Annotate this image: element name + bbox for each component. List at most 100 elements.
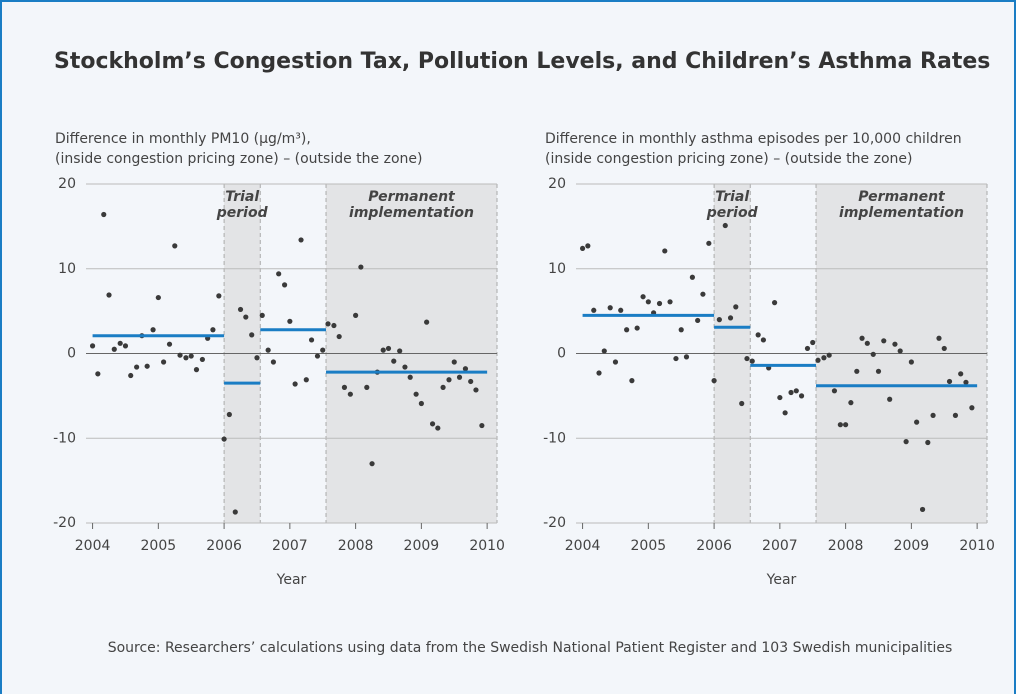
data-point bbox=[897, 348, 903, 354]
data-point bbox=[369, 461, 375, 467]
y-tick-label: -10 bbox=[543, 430, 566, 446]
data-point bbox=[353, 312, 359, 318]
data-point bbox=[254, 355, 260, 361]
data-point bbox=[413, 391, 419, 397]
data-point bbox=[634, 325, 640, 331]
data-point bbox=[645, 299, 651, 305]
x-tick-label: 2009 bbox=[404, 538, 440, 554]
y-axis-title: Difference in monthly PM10 (µg/m³), bbox=[55, 131, 311, 147]
data-point bbox=[662, 248, 668, 254]
data-point bbox=[870, 351, 876, 357]
data-point bbox=[875, 368, 882, 374]
data-point bbox=[479, 422, 485, 429]
data-point bbox=[183, 355, 189, 361]
data-point bbox=[216, 293, 222, 299]
period-label: implementation bbox=[839, 205, 964, 221]
data-point bbox=[695, 317, 701, 324]
data-point bbox=[601, 348, 607, 354]
data-point bbox=[117, 340, 123, 346]
data-point bbox=[265, 347, 271, 353]
data-point bbox=[941, 345, 947, 352]
data-point bbox=[292, 381, 298, 387]
data-point bbox=[298, 237, 304, 243]
data-point bbox=[95, 371, 101, 377]
data-point bbox=[607, 305, 613, 311]
data-point bbox=[226, 411, 232, 418]
y-tick-label: -20 bbox=[53, 515, 76, 531]
data-point bbox=[887, 396, 893, 402]
data-point bbox=[727, 315, 734, 321]
data-point bbox=[864, 340, 870, 346]
y-tick-label: 20 bbox=[58, 176, 76, 192]
y-tick-label: -10 bbox=[53, 430, 76, 446]
data-point bbox=[111, 346, 117, 352]
data-point bbox=[331, 322, 337, 329]
data-point bbox=[903, 439, 909, 445]
y-tick-label: 10 bbox=[58, 261, 76, 277]
data-point bbox=[221, 436, 227, 442]
data-point bbox=[837, 422, 843, 428]
period-label: implementation bbox=[349, 205, 474, 221]
data-point bbox=[946, 378, 953, 385]
data-point bbox=[429, 421, 436, 427]
data-point bbox=[678, 327, 684, 333]
data-point bbox=[210, 327, 216, 333]
period-label: Permanent bbox=[368, 189, 456, 205]
data-point bbox=[89, 343, 96, 349]
period-label: Permanent bbox=[858, 189, 946, 205]
data-point bbox=[451, 359, 457, 365]
y-tick-label: 20 bbox=[548, 176, 566, 192]
data-point bbox=[106, 292, 112, 298]
data-point bbox=[418, 400, 424, 407]
x-tick-label: 2005 bbox=[141, 538, 177, 554]
data-point bbox=[848, 400, 854, 406]
data-point bbox=[364, 384, 370, 390]
data-point bbox=[859, 335, 865, 341]
source-note: Source: Researchers’ calculations using … bbox=[108, 640, 953, 656]
data-point bbox=[831, 388, 838, 394]
data-point bbox=[446, 377, 452, 383]
data-point bbox=[755, 332, 761, 338]
data-point bbox=[711, 378, 717, 384]
data-point bbox=[689, 274, 695, 280]
y-tick-label: 0 bbox=[557, 346, 566, 362]
data-point bbox=[303, 377, 309, 383]
data-point bbox=[821, 355, 827, 361]
data-point bbox=[700, 291, 706, 297]
x-tick-label: 2010 bbox=[469, 538, 505, 554]
y-tick-label: 10 bbox=[548, 261, 566, 277]
data-point bbox=[788, 389, 794, 396]
data-point bbox=[402, 364, 408, 370]
data-point bbox=[722, 222, 728, 229]
data-point bbox=[716, 317, 722, 323]
data-point bbox=[579, 245, 586, 252]
data-point bbox=[188, 353, 194, 359]
data-point bbox=[144, 363, 150, 369]
y-axis-title: (inside congestion pricing zone) – (outs… bbox=[55, 151, 422, 167]
data-point bbox=[397, 348, 403, 354]
data-point bbox=[963, 379, 969, 385]
data-point bbox=[314, 353, 321, 359]
data-point bbox=[134, 364, 140, 370]
data-point bbox=[739, 400, 745, 407]
data-point bbox=[733, 304, 739, 310]
data-point bbox=[706, 240, 712, 246]
x-tick-label: 2004 bbox=[565, 538, 601, 554]
data-point bbox=[358, 264, 364, 270]
x-tick-label: 2006 bbox=[206, 538, 242, 554]
data-point bbox=[456, 374, 463, 380]
data-point bbox=[914, 419, 920, 425]
y-tick-label: 0 bbox=[67, 346, 76, 362]
x-axis-title: Year bbox=[276, 572, 307, 588]
data-point bbox=[683, 354, 690, 360]
chart-title: Stockholm’s Congestion Tax, Pollution Le… bbox=[54, 49, 990, 74]
y-tick-label: -20 bbox=[543, 515, 566, 531]
period-label: Trial bbox=[225, 189, 259, 205]
data-point bbox=[101, 211, 107, 218]
x-tick-label: 2005 bbox=[631, 538, 667, 554]
data-point bbox=[798, 393, 805, 399]
data-point bbox=[440, 384, 446, 390]
data-point bbox=[952, 412, 959, 418]
